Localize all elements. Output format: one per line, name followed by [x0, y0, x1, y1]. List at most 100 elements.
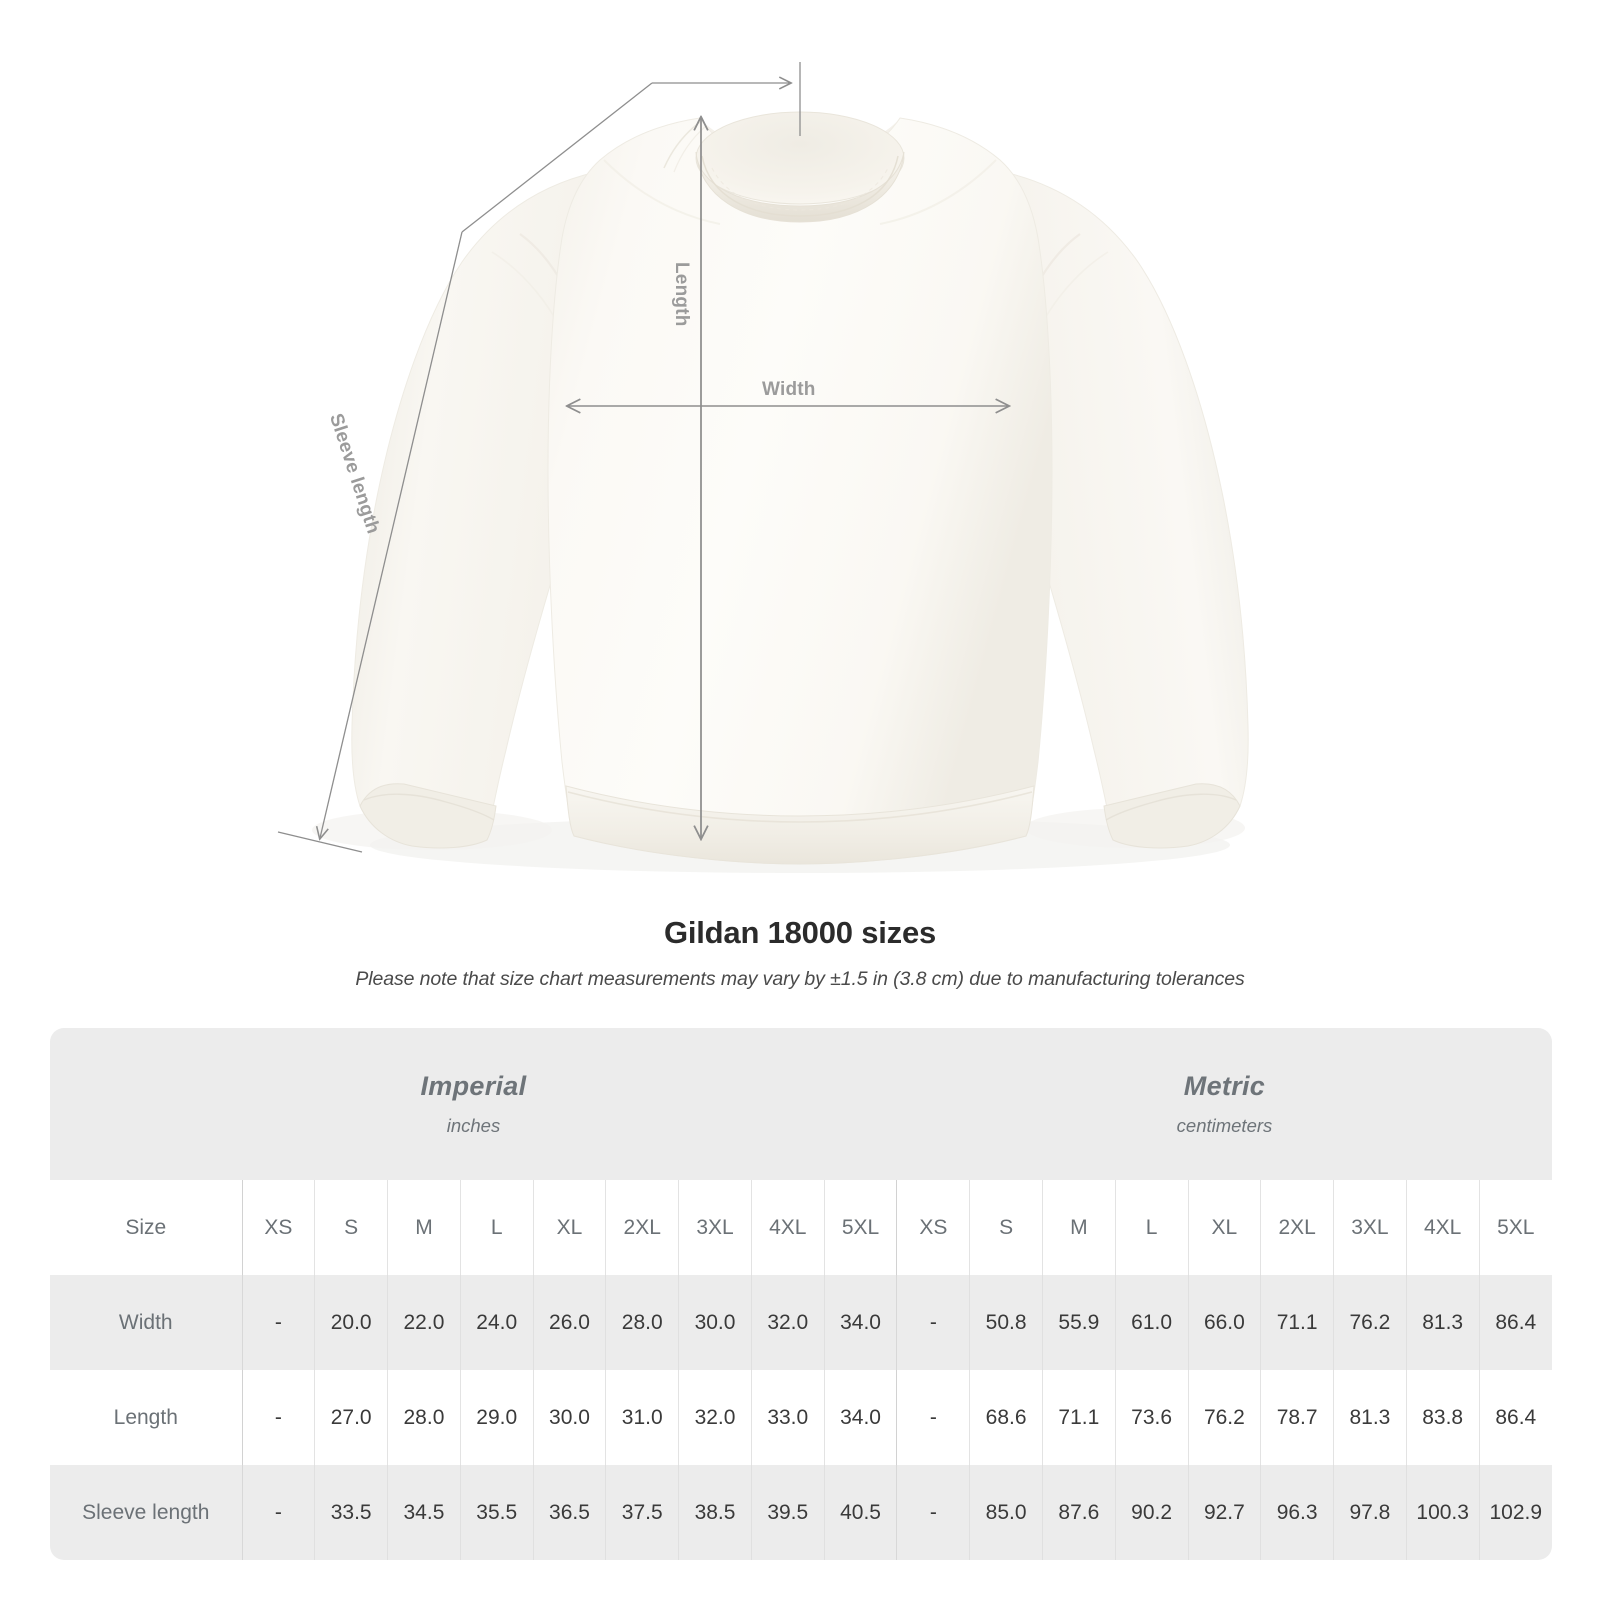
cell-sleeve-imperial-xs: -	[241, 1465, 315, 1560]
cell-width-imperial-xs: -	[241, 1275, 315, 1370]
cell-sleeve-metric-3xl: 97.8	[1333, 1465, 1407, 1560]
header-imperial-2xl: 2XL	[605, 1180, 679, 1275]
garment-illustration: Length Width Sleeve length	[277, 62, 1249, 873]
title-block: Gildan 18000 sizes Please note that size…	[0, 915, 1600, 991]
cell-sleeve-metric-l: 90.2	[1114, 1465, 1188, 1560]
left-cuff	[359, 783, 497, 849]
cell-sleeve-imperial-3xl: 38.5	[678, 1465, 752, 1560]
cell-width-imperial-4xl: 32.0	[750, 1275, 825, 1370]
sleeve-measure-line	[320, 231, 463, 838]
header-metric-3xl: 3XL	[1333, 1180, 1407, 1275]
size-chart-table: Imperial inches Metric centimeters Size …	[50, 1028, 1552, 1560]
cell-length-metric-2xl: 78.7	[1260, 1370, 1334, 1465]
imperial-banner-cell: Imperial inches	[50, 1028, 897, 1180]
cell-width-metric-m: 55.9	[1041, 1275, 1116, 1370]
cell-length-metric-l: 73.6	[1114, 1370, 1188, 1465]
cell-sleeve-metric-2xl: 96.3	[1260, 1465, 1334, 1560]
cell-length-metric-xl: 76.2	[1187, 1370, 1261, 1465]
sweatshirt-body	[547, 117, 1053, 865]
imperial-unit-name: Imperial	[420, 1071, 527, 1101]
metric-unit-name: Metric	[1183, 1071, 1266, 1101]
cell-sleeve-imperial-2xl: 37.5	[605, 1465, 679, 1560]
cell-length-imperial-xs: -	[241, 1370, 315, 1465]
size-chart-table-wrapper: Imperial inches Metric centimeters Size …	[50, 1028, 1552, 1560]
cell-sleeve-metric-m: 87.6	[1041, 1465, 1116, 1560]
cell-length-metric-m: 71.1	[1041, 1370, 1116, 1465]
header-metric-4xl: 4XL	[1405, 1180, 1480, 1275]
unit-banner-row: Imperial inches Metric centimeters	[50, 1028, 1552, 1180]
cell-length-metric-s: 68.6	[969, 1370, 1043, 1465]
cell-length-imperial-3xl: 32.0	[678, 1370, 752, 1465]
bottom-hem	[565, 785, 1035, 865]
header-imperial-4xl: 4XL	[750, 1180, 825, 1275]
cell-width-imperial-l: 24.0	[459, 1275, 534, 1370]
cell-sleeve-imperial-5xl: 40.5	[823, 1465, 897, 1560]
cell-sleeve-imperial-4xl: 39.5	[750, 1465, 825, 1560]
cell-width-imperial-m: 22.0	[387, 1275, 461, 1370]
cell-length-imperial-2xl: 31.0	[605, 1370, 679, 1465]
sleeve-bottom-tick	[277, 831, 363, 853]
cell-length-metric-3xl: 81.3	[1333, 1370, 1407, 1465]
header-metric-m: M	[1041, 1180, 1116, 1275]
tolerance-disclaimer: Please note that size chart measurements…	[355, 968, 1245, 990]
metric-unit-sub: centimeters	[1176, 1115, 1273, 1136]
cell-length-metric-4xl: 83.8	[1405, 1370, 1480, 1465]
header-imperial-l: L	[459, 1180, 534, 1275]
size-header-row: Size XS S M L XL 2XL 3XL 4XL 5XL XS S M …	[50, 1180, 1552, 1275]
cell-sleeve-metric-s: 85.0	[969, 1465, 1043, 1560]
cell-length-imperial-s: 27.0	[314, 1370, 388, 1465]
sleeve-diagonal-upper	[461, 82, 653, 233]
header-imperial-s: S	[314, 1180, 388, 1275]
header-imperial-3xl: 3XL	[678, 1180, 752, 1275]
cell-sleeve-metric-4xl: 100.3	[1405, 1465, 1480, 1560]
measurement-annotations	[277, 62, 1008, 853]
header-metric-xs: XS	[896, 1180, 970, 1275]
size-corner-label: Size	[50, 1180, 243, 1275]
cell-sleeve-imperial-l: 35.5	[459, 1465, 534, 1560]
cell-width-metric-2xl: 71.1	[1260, 1275, 1334, 1370]
cell-width-metric-s: 50.8	[969, 1275, 1043, 1370]
sweatshirt-diagram-svg	[277, 62, 1249, 873]
right-cuff	[1103, 783, 1241, 849]
cell-length-imperial-xl: 30.0	[532, 1370, 606, 1465]
header-imperial-xl: XL	[532, 1180, 606, 1275]
cell-length-metric-xs: -	[896, 1370, 970, 1465]
header-metric-xl: XL	[1187, 1180, 1261, 1275]
cell-width-metric-xl: 66.0	[1187, 1275, 1261, 1370]
cell-width-metric-5xl: 86.4	[1478, 1275, 1552, 1370]
page-title: Gildan 18000 sizes	[663, 915, 937, 950]
row-label-length: Length	[50, 1370, 243, 1465]
cell-sleeve-imperial-s: 33.5	[314, 1465, 388, 1560]
cell-sleeve-metric-xl: 92.7	[1187, 1465, 1261, 1560]
header-imperial-5xl: 5XL	[823, 1180, 897, 1275]
cell-width-metric-xs: -	[896, 1275, 970, 1370]
width-label: Width	[762, 379, 816, 400]
header-metric-2xl: 2XL	[1260, 1180, 1334, 1275]
cell-sleeve-imperial-m: 34.5	[387, 1465, 461, 1560]
cell-width-imperial-s: 20.0	[314, 1275, 388, 1370]
metric-banner-cell: Metric centimeters	[896, 1028, 1552, 1180]
cell-sleeve-imperial-xl: 36.5	[532, 1465, 606, 1560]
cell-length-imperial-4xl: 33.0	[750, 1370, 825, 1465]
length-label: Length	[671, 262, 692, 327]
table-row: Width - 20.0 22.0 24.0 26.0 28.0 30.0 32…	[50, 1275, 1552, 1370]
header-metric-5xl: 5XL	[1478, 1180, 1552, 1275]
collar-rib	[695, 151, 905, 223]
imperial-unit-sub: inches	[446, 1115, 501, 1136]
cell-width-imperial-5xl: 34.0	[823, 1275, 897, 1370]
cell-sleeve-metric-xs: -	[896, 1465, 970, 1560]
cell-width-metric-4xl: 81.3	[1405, 1275, 1480, 1370]
cell-width-imperial-3xl: 30.0	[678, 1275, 752, 1370]
table-row: Sleeve length - 33.5 34.5 35.5 36.5 37.5…	[50, 1465, 1552, 1560]
cell-width-metric-l: 61.0	[1114, 1275, 1188, 1370]
cell-length-imperial-m: 28.0	[387, 1370, 461, 1465]
cell-length-metric-5xl: 86.4	[1478, 1370, 1552, 1465]
header-metric-l: L	[1114, 1180, 1188, 1275]
table-row: Length - 27.0 28.0 29.0 30.0 31.0 32.0 3…	[50, 1370, 1552, 1465]
cell-length-imperial-5xl: 34.0	[823, 1370, 897, 1465]
row-label-sleeve-length: Sleeve length	[50, 1465, 243, 1560]
cell-width-imperial-xl: 26.0	[532, 1275, 606, 1370]
cell-length-imperial-l: 29.0	[459, 1370, 534, 1465]
row-label-width: Width	[50, 1275, 243, 1370]
